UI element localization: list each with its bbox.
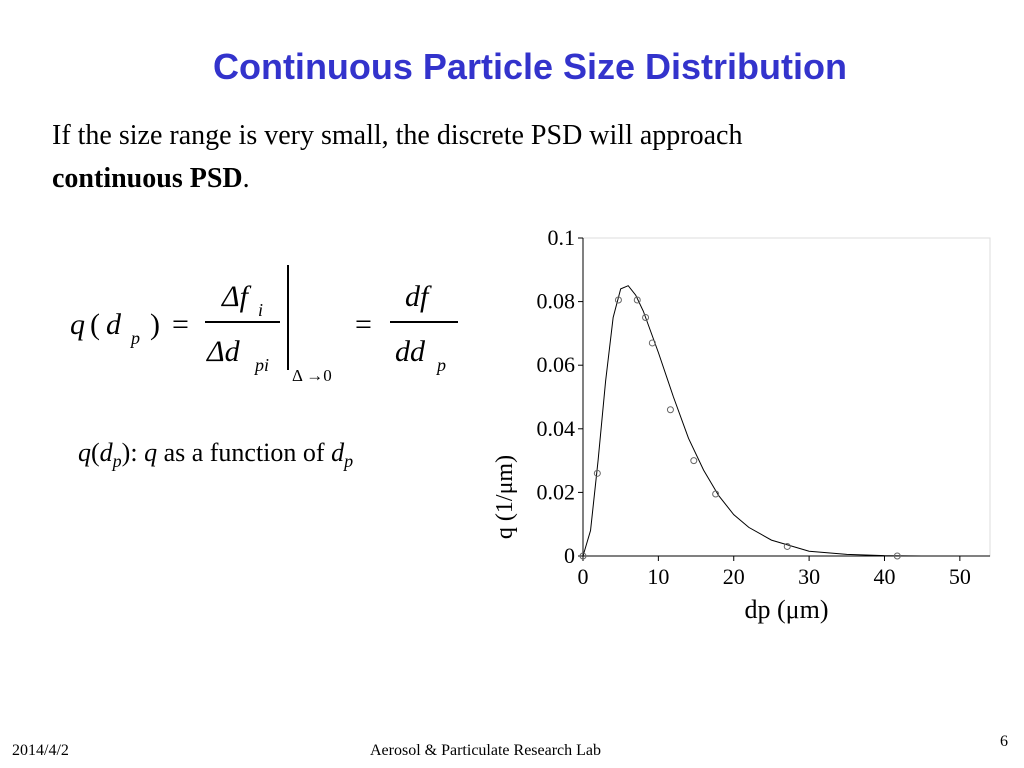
eq-sub: i — [258, 300, 264, 320]
eq-sub: p — [437, 355, 446, 375]
data-point — [648, 339, 656, 347]
fit-line — [582, 285, 990, 557]
eq-equals: = — [172, 308, 189, 341]
eq-d: d — [106, 308, 121, 341]
footer-date: 2014/4/2 — [12, 742, 69, 759]
fraction-bar — [205, 321, 280, 323]
eq-num: df — [405, 280, 429, 313]
cap-paren: ( — [91, 438, 100, 467]
data-point — [783, 542, 791, 550]
period: . — [242, 163, 250, 194]
eq-sub: pi — [255, 355, 270, 375]
data-point — [642, 314, 650, 321]
x-axis-label: dp (μm) — [745, 595, 829, 624]
caption: q(dp): q as a function of dp — [78, 438, 353, 472]
y-axis-label: q (1/μm) — [492, 455, 518, 539]
intro-text: If the size range is very small, the dis… — [52, 120, 743, 151]
y-tick-label: 0.06 — [537, 352, 576, 377]
plot-frame — [582, 237, 991, 557]
y-tick-label: 0.08 — [537, 289, 576, 314]
x-tick-label: 50 — [949, 564, 971, 589]
data-point — [712, 490, 720, 498]
eq-num: Δf — [222, 280, 248, 313]
eval-bar — [287, 265, 289, 370]
data-point — [593, 469, 601, 477]
x-tick-label: 10 — [647, 564, 669, 589]
eq-q: q — [70, 308, 85, 341]
bold-term: continuous PSD — [52, 163, 243, 194]
x-tick-label: 30 — [798, 564, 820, 589]
data-point — [893, 552, 901, 560]
cap-q: q — [78, 438, 91, 467]
x-tick-label: 20 — [723, 564, 745, 589]
y-tick-label: 0.02 — [537, 479, 576, 504]
intro-line2: continuous PSD. — [52, 163, 250, 195]
title: Continuous Particle Size Distribution — [212, 46, 848, 87]
eq-paren: ( — [90, 308, 100, 341]
page-number: 6 — [1000, 733, 1008, 750]
cap-paren: ): — [121, 438, 138, 467]
cap-d: d — [99, 438, 113, 467]
y-tick-label: 0.1 — [548, 225, 576, 250]
footer-lab: Aerosol & Particulate Research Lab — [370, 742, 602, 759]
eq-equals: = — [355, 308, 372, 341]
fraction-bar — [390, 321, 458, 323]
eq-sub: p — [131, 328, 140, 348]
eq-den: dd — [395, 335, 425, 368]
cap-q2: q — [144, 438, 158, 467]
data-point — [690, 457, 698, 465]
cap-d2: d — [331, 438, 345, 467]
data-point — [579, 552, 587, 560]
cap-sub: p — [344, 451, 354, 472]
x-tick-label: 0 — [578, 564, 589, 589]
y-tick-label: 0.04 — [537, 416, 576, 441]
cap-sub: p — [112, 451, 122, 472]
x-tick-label: 40 — [873, 564, 895, 589]
data-point — [614, 296, 622, 304]
eq-limit: Δ →0 — [292, 366, 332, 385]
eq-den: Δd — [207, 335, 240, 368]
eq-paren: ) — [150, 308, 160, 341]
y-tick-label: 0 — [564, 543, 575, 568]
data-point — [666, 406, 674, 414]
cap-mid: as a function of — [163, 438, 325, 467]
data-point — [633, 296, 641, 304]
